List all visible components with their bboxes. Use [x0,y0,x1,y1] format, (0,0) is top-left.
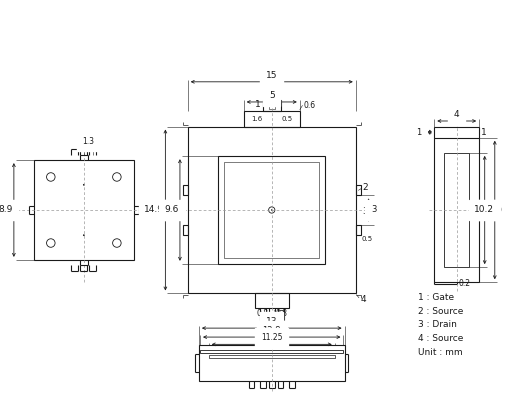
Bar [34,160,134,260]
Bar [199,345,345,381]
Text: 4: 4 [454,110,460,119]
Text: 0.5: 0.5 [362,236,373,242]
Text: 15: 15 [266,71,278,80]
Bar [244,111,300,126]
Text: 5: 5 [269,91,275,100]
Text: Unit : mm: Unit : mm [418,348,462,357]
Text: 1 : Gate: 1 : Gate [418,293,454,302]
Text: 1: 1 [482,128,487,136]
Circle shape [83,234,85,236]
Text: 1.3: 1.3 [82,137,94,146]
Text: 2: 2 [362,183,368,192]
Text: 3: 3 [362,207,368,215]
Bar [356,225,361,235]
Text: 3 : Drain: 3 : Drain [418,320,457,329]
Text: 10.2: 10.2 [474,205,495,215]
Bar [224,163,319,257]
Text: 1.6: 1.6 [251,116,262,122]
Text: 14.9: 14.9 [145,205,164,215]
Text: 9.6: 9.6 [165,205,179,215]
Text: 4: 4 [360,294,366,304]
Text: 1: 1 [255,100,261,109]
Text: 0.8: 0.8 [275,309,287,318]
Text: 12.9: 12.9 [483,205,502,215]
Text: 0.2: 0.2 [459,279,471,288]
Bar [434,138,479,282]
Circle shape [83,184,85,186]
Text: 12.8: 12.8 [263,326,281,335]
Bar [263,100,281,111]
Text: 11.25: 11.25 [261,333,282,342]
Bar [188,126,356,294]
Text: 0.5: 0.5 [281,116,292,122]
Bar [183,185,188,195]
Text: 8.9: 8.9 [0,205,13,215]
Text: 2 : Source: 2 : Source [418,307,463,316]
Bar [218,156,326,264]
Text: 4 : Source: 4 : Source [418,334,463,343]
Text: 3: 3 [371,205,376,215]
Text: 0.6: 0.6 [270,321,282,331]
Bar [255,294,289,308]
Bar [209,355,335,358]
Circle shape [271,209,272,211]
Text: 13: 13 [266,317,278,326]
Bar [269,101,275,109]
Bar [356,185,361,195]
Text: 3: 3 [278,310,283,319]
Bar [183,225,188,235]
Text: 0.6: 0.6 [303,101,315,110]
Bar [200,350,343,353]
Bar [445,153,469,267]
Text: 0.8: 0.8 [256,309,268,318]
Text: 0.6: 0.6 [261,321,274,331]
Text: 1: 1 [415,128,421,136]
